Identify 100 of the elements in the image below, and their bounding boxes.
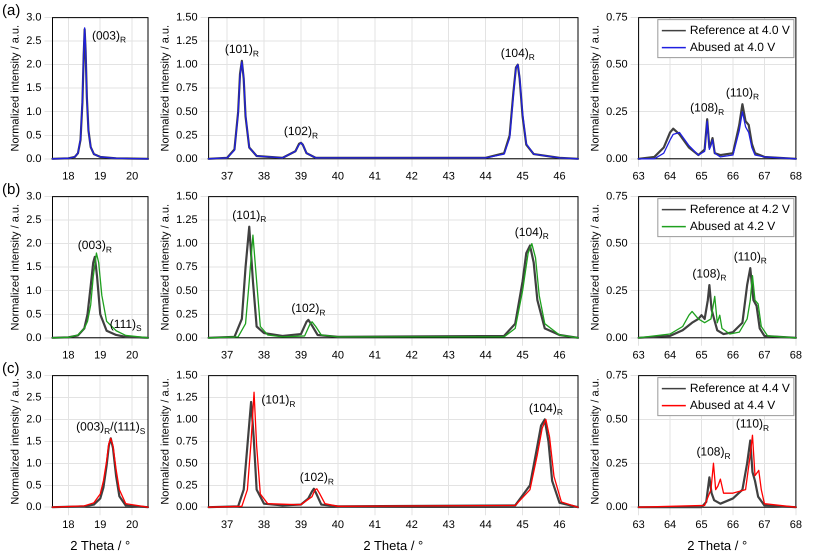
- y-tick-label: 1.25: [176, 35, 198, 48]
- y-tick-label: 3.0: [26, 370, 42, 382]
- x-tick-label: 65: [695, 170, 708, 182]
- x-tick-label: 41: [368, 170, 381, 182]
- y-tick-label: 2.0: [26, 58, 42, 71]
- x-tick-label: 20: [126, 518, 138, 531]
- x-tick-label: 38: [258, 349, 270, 362]
- y-tick-label: 0.50: [176, 106, 198, 118]
- x-tick-label: 42: [406, 349, 418, 362]
- y-tick-label: 1.00: [176, 414, 198, 426]
- x-tick-label: 43: [442, 170, 455, 182]
- x-tick-label: 65: [695, 349, 708, 362]
- y-tick-label: 0.5: [26, 479, 42, 492]
- legend-label: Reference at 4.2 V: [690, 202, 790, 216]
- y-tick-label: 0.25: [606, 457, 628, 470]
- legend-label: Abused at 4.0 V: [690, 40, 776, 54]
- y-tick-label: 0.25: [606, 106, 628, 118]
- y-tick-label: 1.5: [26, 82, 42, 94]
- x-tick-label: 44: [480, 349, 492, 362]
- x-tick-label: 45: [516, 170, 529, 182]
- y-tick-label: 0.50: [176, 457, 198, 470]
- y-axis-title: Normalized intensity / a.u.: [590, 378, 602, 505]
- legend-label: Reference at 4.0 V: [690, 22, 790, 37]
- y-tick-label: 0.75: [176, 261, 198, 274]
- y-axis-title: Normalized intensity / a.u.: [590, 24, 602, 152]
- x-tick-label: 43: [442, 518, 455, 531]
- y-tick-label: 0.0: [26, 501, 42, 514]
- y-axis-title: Normalized intensity / a.u.: [590, 204, 602, 330]
- x-axis-title: 2 Theta / °: [363, 538, 424, 553]
- x-axis-title: 2 Theta / °: [70, 538, 130, 553]
- legend-label: Abused at 4.2 V: [690, 218, 776, 233]
- x-tick-label: 64: [664, 349, 676, 362]
- y-tick-label: 0.75: [176, 82, 198, 94]
- x-tick-label: 63: [632, 518, 645, 531]
- y-tick-label: 0.50: [606, 58, 628, 71]
- y-tick-label: 1.5: [26, 261, 42, 274]
- y-axis-title: Normalized intensity / a.u.: [160, 204, 172, 330]
- x-tick-label: 63: [632, 349, 645, 362]
- y-tick-label: 1.50: [176, 370, 198, 382]
- x-tick-label: 67: [758, 518, 771, 531]
- y-axis-title: Normalized intensity / a.u.: [160, 378, 172, 505]
- x-tick-label: 42: [406, 518, 418, 531]
- x-tick-label: 19: [94, 170, 106, 182]
- x-tick-label: 41: [368, 518, 381, 531]
- x-tick-label: 44: [480, 170, 492, 182]
- x-tick-label: 40: [332, 349, 344, 362]
- y-tick-label: 0.75: [606, 370, 628, 382]
- x-tick-label: 67: [758, 349, 771, 362]
- y-tick-label: 0.50: [176, 284, 198, 297]
- y-tick-label: 0.25: [176, 308, 198, 320]
- y-tick-label: 0.0: [26, 152, 42, 165]
- chart-title: (b): [2, 181, 20, 198]
- x-tick-label: 63: [632, 170, 645, 182]
- y-axis-title: Normalized intensity / a.u.: [10, 378, 22, 505]
- x-tick-label: 66: [726, 170, 740, 182]
- x-tick-label: 18: [62, 170, 75, 182]
- x-tick-label: 43: [442, 349, 455, 362]
- y-tick-label: 2.0: [26, 414, 42, 426]
- y-tick-label: 1.25: [176, 214, 198, 226]
- x-tick-label: 37: [220, 349, 234, 362]
- y-axis-title: Normalized intensity / a.u.: [10, 24, 22, 152]
- y-tick-label: 1.00: [176, 58, 198, 71]
- x-axis-title: 2 Theta / °: [687, 538, 748, 553]
- x-tick-label: 37: [220, 518, 234, 531]
- y-tick-label: 2.5: [26, 35, 42, 48]
- x-tick-label: 18: [62, 349, 75, 362]
- y-tick-label: 3.0: [26, 190, 42, 203]
- x-tick-label: 65: [695, 518, 708, 531]
- x-tick-label: 68: [790, 170, 802, 182]
- y-tick-label: 1.50: [176, 12, 198, 24]
- y-tick-label: 0.00: [606, 501, 628, 514]
- y-tick-label: 1.0: [26, 457, 42, 470]
- y-tick-label: 2.5: [26, 392, 42, 404]
- x-tick-label: 20: [126, 170, 138, 182]
- y-axis-title: Normalized intensity / a.u.: [160, 24, 172, 152]
- x-tick-label: 37: [220, 170, 234, 182]
- x-tick-label: 39: [294, 349, 308, 362]
- x-tick-label: 40: [332, 518, 344, 531]
- x-tick-label: 68: [790, 349, 802, 362]
- x-tick-label: 66: [726, 518, 740, 531]
- y-tick-label: 1.00: [176, 238, 198, 250]
- y-tick-label: 0.75: [606, 190, 628, 203]
- legend-label: Reference at 4.4 V: [690, 380, 790, 395]
- y-tick-label: 0.25: [176, 479, 198, 492]
- chart-title: (a): [2, 2, 20, 19]
- x-tick-label: 42: [406, 170, 418, 182]
- x-tick-label: 20: [126, 349, 138, 362]
- y-tick-label: 1.25: [176, 392, 198, 404]
- y-tick-label: 0.5: [26, 129, 42, 142]
- x-tick-label: 39: [294, 518, 308, 531]
- y-tick-label: 0.25: [176, 129, 198, 142]
- y-tick-label: 0.75: [606, 12, 628, 24]
- x-tick-label: 46: [553, 518, 566, 531]
- x-tick-label: 19: [94, 349, 106, 362]
- y-tick-label: 0.25: [606, 284, 628, 297]
- y-tick-label: 0.00: [176, 332, 198, 344]
- x-tick-label: 46: [553, 349, 566, 362]
- x-tick-label: 41: [368, 349, 381, 362]
- y-tick-label: 1.0: [26, 284, 42, 297]
- y-tick-label: 0.50: [606, 414, 628, 426]
